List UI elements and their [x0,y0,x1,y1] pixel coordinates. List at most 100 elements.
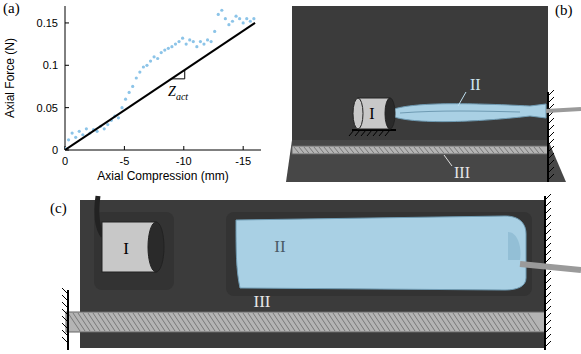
rod-thread [494,147,499,153]
scatter-point [135,76,138,79]
rod-thread [379,147,384,153]
wall-hatch [545,327,551,333]
rod-thread [68,313,80,331]
scatter-point [145,64,148,67]
rod-thread [433,313,445,331]
y-tick-label: 0 [52,144,58,156]
scatter-point [252,17,255,20]
scatter-point [202,43,205,46]
scatter-point [245,17,248,20]
rod-thread [133,313,145,331]
wall-hatch [548,139,554,145]
wall-hatch [545,222,551,228]
rod-thread [88,313,100,331]
scatter-point [181,37,184,40]
rod-thread [384,147,389,153]
load-cell-end [353,98,363,129]
rod-thread [374,147,379,153]
rod-thread [483,313,495,331]
rod-thread [504,147,509,153]
wall-hatch [62,295,68,301]
rod-thread [118,313,130,331]
rod-thread [158,313,170,331]
rod-thread [438,313,450,331]
rod-thread [523,313,535,331]
wall-hatch [545,285,551,291]
scatter-point [217,13,220,16]
y-tick [65,65,69,66]
rod-thread [414,147,419,153]
rod-thread [338,313,350,331]
leader-line [444,155,452,166]
rod-thread [459,147,464,153]
scatter-point [234,15,237,18]
wall-hatch [545,250,551,256]
rod-thread [173,313,185,331]
rod-thread [153,313,165,331]
rod-thread [468,313,480,331]
wall-hatch [545,201,551,207]
scatter-point [163,48,166,51]
part-label: II [274,237,286,256]
rod-thread [294,147,299,153]
rod-thread [513,313,525,331]
slope-label: Zact [168,84,188,102]
scatter-point [167,47,170,50]
rod-thread [503,313,515,331]
rod-thread [73,313,85,331]
threaded-rod [66,312,545,332]
actuator-pocket [226,212,532,296]
rod-thread [304,147,309,153]
scatter-point [199,40,202,43]
rod-thread [488,313,500,331]
rod-thread [413,313,425,331]
x-tick [183,146,184,150]
rod-thread [163,313,175,331]
rod-thread [248,313,260,331]
rod-thread [108,313,120,331]
rod-thread [463,313,475,331]
x-tick [243,146,244,150]
rod-thread [223,313,235,331]
scatter-point [206,38,209,41]
rod-thread [319,147,324,153]
rod-thread [354,147,359,153]
rod-thread [238,313,250,331]
rod-thread [348,313,360,331]
slope-label-sub: act [176,91,188,102]
wall-hatch [545,236,551,242]
rod-thread [399,147,404,153]
rod-thread [303,313,315,331]
rod-thread [514,147,519,153]
rod-thread [339,147,344,153]
rod-thread [268,313,280,331]
rod-thread [439,147,444,153]
scatter-point [177,40,180,43]
rod-thread [103,313,115,331]
scatter-point [224,17,227,20]
rod-thread [253,313,265,331]
fixed-wall [544,196,546,350]
rod-thread [198,313,210,331]
y-axis-title: Axial Force (N) [3,38,17,118]
scatter-point [74,136,77,139]
rod-thread [509,147,514,153]
rod-thread [113,313,125,331]
rod-thread [188,313,200,331]
back-wall [292,6,548,140]
scatter-point [138,70,141,73]
rod-thread [449,147,454,153]
tube [546,109,581,111]
rod-thread [419,147,424,153]
wall-hatch [62,309,68,315]
wall-hatch [62,330,68,336]
y-tick-label: 0.15 [37,17,58,29]
rod-thread [373,313,385,331]
rod-thread [454,147,459,153]
rod-thread [263,313,275,331]
rod-thread [343,313,355,331]
rod-thread [429,147,434,153]
rod-thread [324,147,329,153]
rod-thread [474,147,479,153]
rod-thread [213,313,225,331]
